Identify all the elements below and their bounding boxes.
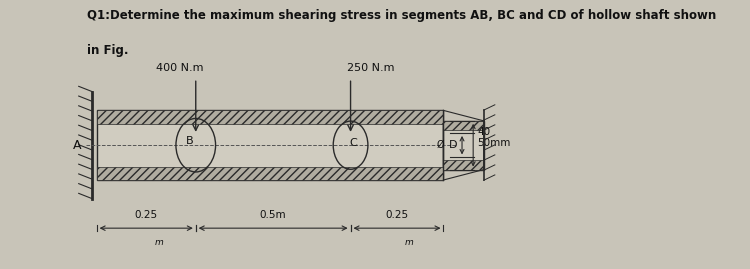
- Text: Q1:Determine the maximum shearing stress in segments AB, BC and CD of hollow sha: Q1:Determine the maximum shearing stress…: [88, 9, 717, 22]
- Text: m: m: [154, 238, 163, 246]
- Polygon shape: [97, 167, 443, 180]
- Polygon shape: [443, 160, 484, 169]
- Text: 0.25: 0.25: [386, 210, 409, 220]
- Polygon shape: [97, 110, 443, 124]
- Text: 40: 40: [478, 127, 490, 137]
- Text: 0.5m: 0.5m: [260, 210, 286, 220]
- Text: A: A: [73, 139, 81, 152]
- Text: 0.25: 0.25: [135, 210, 158, 220]
- Text: D: D: [448, 140, 457, 150]
- Text: 400 N.m: 400 N.m: [155, 63, 203, 73]
- Polygon shape: [97, 110, 443, 180]
- Text: Ø: Ø: [437, 139, 445, 149]
- Text: C: C: [350, 137, 358, 147]
- Polygon shape: [443, 121, 484, 169]
- Text: m: m: [405, 238, 414, 246]
- Text: in Fig.: in Fig.: [88, 44, 129, 56]
- Text: 50mm: 50mm: [478, 138, 511, 148]
- Text: B: B: [186, 136, 194, 146]
- Polygon shape: [443, 121, 484, 130]
- Text: 250 N.m: 250 N.m: [347, 63, 395, 73]
